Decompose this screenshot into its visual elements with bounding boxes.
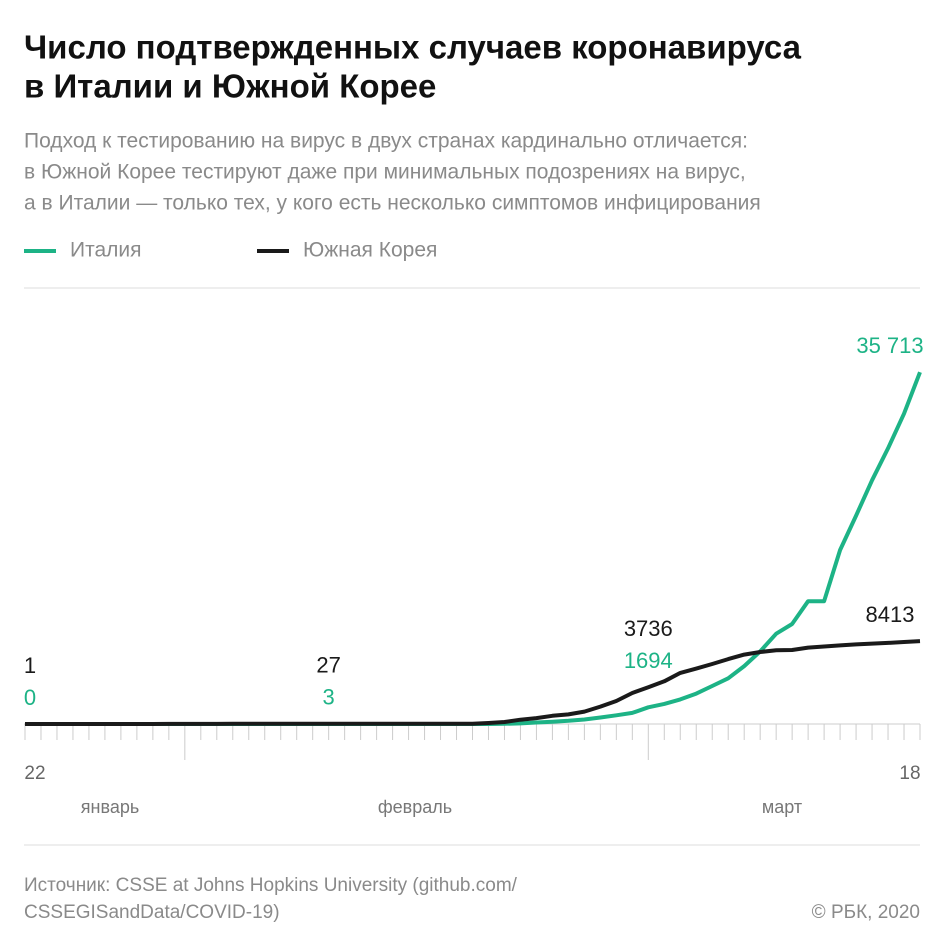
line-series	[25, 371, 922, 726]
source: CSSEGISandData/COVID-19)	[24, 902, 280, 923]
value-label: 35 713	[856, 333, 923, 358]
subtitle: а в Италии — только тех, у кого есть нес…	[24, 192, 761, 215]
source: Источник: CSSE at Johns Hopkins Universi…	[24, 875, 518, 896]
chart-title: в Италии и Южной Корее	[24, 68, 436, 105]
legend-label: Южная Корея	[303, 239, 437, 262]
month-label: март	[762, 797, 802, 817]
month-label: январь	[81, 797, 139, 817]
value-label: 27	[316, 653, 340, 678]
chart-title: Число подтвержденных случаев коронавирус…	[24, 29, 802, 66]
value-label: 3736	[624, 616, 673, 641]
copyright: © РБК, 2020	[812, 902, 920, 923]
value-label: 1	[24, 653, 36, 678]
value-label: 1694	[624, 648, 673, 673]
x-tick-label: 18	[899, 763, 920, 784]
value-label: 0	[24, 685, 36, 710]
subtitle: Подход к тестированию на вирус в двух ст…	[24, 130, 748, 153]
legend-label: Италия	[70, 239, 142, 262]
month-label: февраль	[378, 797, 452, 817]
value-label: 3	[323, 685, 335, 710]
subtitle: в Южной Корее тестируют даже при минимал…	[24, 161, 746, 184]
line-series	[25, 639, 921, 726]
value-label: 8413	[866, 602, 915, 627]
x-tick-label: 22	[24, 763, 45, 784]
